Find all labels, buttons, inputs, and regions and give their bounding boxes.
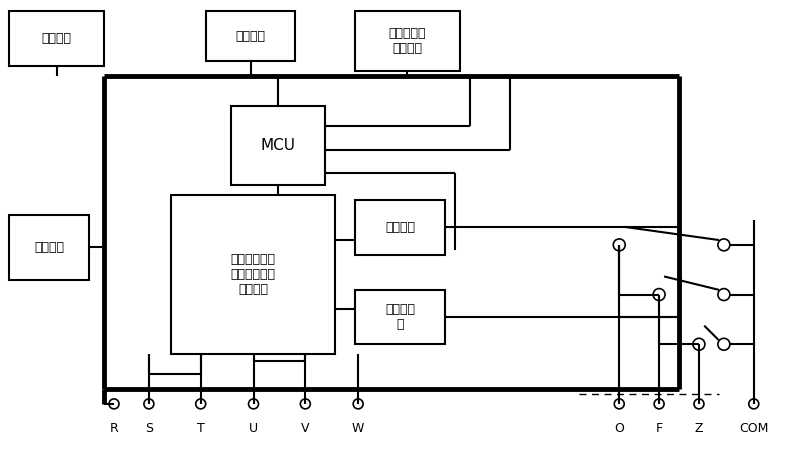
Text: T: T bbox=[197, 422, 205, 435]
Text: O: O bbox=[614, 422, 624, 435]
Text: 控制端输入
隔离部分: 控制端输入 隔离部分 bbox=[389, 27, 426, 55]
Bar bbox=[355, 290, 445, 344]
Bar bbox=[230, 106, 326, 185]
Text: 电流检测: 电流检测 bbox=[42, 32, 72, 45]
Text: 电源部分: 电源部分 bbox=[34, 241, 64, 254]
Text: 显示部分: 显示部分 bbox=[235, 30, 266, 43]
Text: 移相触发: 移相触发 bbox=[385, 221, 415, 234]
Text: Z: Z bbox=[694, 422, 703, 435]
Text: MCU: MCU bbox=[261, 138, 295, 153]
Text: COM: COM bbox=[739, 422, 769, 435]
Bar bbox=[10, 215, 89, 279]
Text: F: F bbox=[655, 422, 662, 435]
Text: U: U bbox=[249, 422, 258, 435]
Bar bbox=[170, 195, 335, 354]
Bar bbox=[10, 11, 104, 66]
Text: 继电器驱
动: 继电器驱 动 bbox=[385, 303, 415, 331]
Text: W: W bbox=[352, 422, 364, 435]
Bar bbox=[206, 11, 295, 61]
Text: S: S bbox=[145, 422, 153, 435]
Text: V: V bbox=[301, 422, 310, 435]
Bar bbox=[355, 200, 445, 255]
Text: R: R bbox=[110, 422, 118, 435]
Bar bbox=[355, 11, 460, 71]
Text: 晶闸管整流桥
及继电器触头
转换部分: 晶闸管整流桥 及继电器触头 转换部分 bbox=[230, 253, 275, 296]
